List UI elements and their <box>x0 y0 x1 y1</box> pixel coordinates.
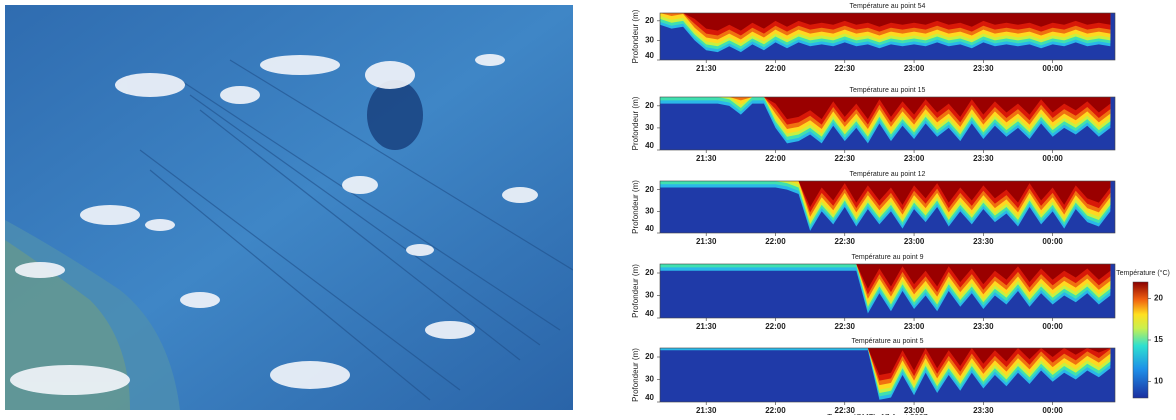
x-tick-label: 22:00 <box>765 237 786 246</box>
panel-title: Température au point 5 <box>852 338 924 345</box>
x-tick-label: 22:30 <box>835 322 856 331</box>
y-tick-label: 20 <box>645 185 654 194</box>
x-tick-label: 21:30 <box>696 237 717 246</box>
x-tick-label: 23:00 <box>904 406 925 415</box>
y-axis-label: Profondeur (m) <box>631 96 640 150</box>
x-tick-label: 23:00 <box>904 64 925 73</box>
x-tick-label: 22:30 <box>835 237 856 246</box>
panel-title: Température au point 12 <box>850 171 926 178</box>
satellite-photo <box>5 5 573 410</box>
x-tick-label: 00:00 <box>1042 322 1063 331</box>
x-tick-label: 21:30 <box>696 406 717 415</box>
colorbar <box>1132 281 1149 399</box>
plot-frame <box>659 263 1116 319</box>
temperature-band <box>660 13 1111 31</box>
y-tick-label: 20 <box>645 101 654 110</box>
y-axis-label: Profondeur (m) <box>631 264 640 318</box>
y-tick-label: 30 <box>645 375 654 384</box>
y-tick-label: 30 <box>645 291 654 300</box>
x-tick-label: 23:30 <box>973 406 994 415</box>
x-tick-label: 00:00 <box>1042 406 1063 415</box>
x-tick-label: 22:30 <box>835 406 856 415</box>
x-tick-label: 23:30 <box>973 237 994 246</box>
x-tick-label: 22:00 <box>765 406 786 415</box>
panel-title: Température au point 15 <box>850 87 926 94</box>
y-axis-label: Profondeur (m) <box>631 180 640 234</box>
panel-title: Température au point 9 <box>852 254 924 261</box>
x-tick-label: 21:30 <box>696 154 717 163</box>
x-tick-label: 21:30 <box>696 64 717 73</box>
x-tick-label: 22:00 <box>765 64 786 73</box>
x-tick-label: 00:00 <box>1042 237 1063 246</box>
y-tick-label: 30 <box>645 36 654 45</box>
plot-frame <box>659 96 1116 151</box>
colorbar-tick-label: 15 <box>1154 335 1163 344</box>
heatmap <box>660 97 1111 144</box>
y-tick-label: 40 <box>645 393 654 402</box>
x-tick-label: 23:30 <box>973 64 994 73</box>
y-axis-label: Profondeur (m) <box>631 9 640 63</box>
x-tick-label: 23:00 <box>904 322 925 331</box>
y-tick-label: 30 <box>645 206 654 215</box>
heatmap <box>660 181 1111 231</box>
y-tick-label: 20 <box>645 16 654 25</box>
temperature-band <box>660 97 1111 120</box>
y-tick-label: 40 <box>645 141 654 150</box>
x-tick-label: 21:30 <box>696 322 717 331</box>
x-tick-label: 22:00 <box>765 154 786 163</box>
heatmap <box>660 13 1111 53</box>
plot-frame <box>659 180 1116 234</box>
x-tick-label: 23:00 <box>904 237 925 246</box>
x-tick-label: 23:30 <box>973 322 994 331</box>
plot-frame <box>659 347 1116 403</box>
colorbar-title: Température (°C) <box>1116 269 1170 277</box>
x-tick-label: 23:00 <box>904 154 925 163</box>
colorbar-tick-label: 20 <box>1154 294 1163 303</box>
heatmap <box>660 264 1111 314</box>
x-tick-label: 00:00 <box>1042 64 1063 73</box>
x-tick-label: 00:00 <box>1042 154 1063 163</box>
y-tick-label: 20 <box>645 352 654 361</box>
panel-title: Température au point 54 <box>850 3 926 10</box>
x-tick-label: 22:30 <box>835 154 856 163</box>
x-tick-label: 22:30 <box>835 64 856 73</box>
temperature-band <box>660 264 1111 289</box>
y-tick-label: 40 <box>645 309 654 318</box>
colorbar-tick-label: 10 <box>1154 377 1163 386</box>
y-tick-label: 40 <box>645 224 654 233</box>
plot-frame <box>659 12 1116 61</box>
x-tick-label: 23:30 <box>973 154 994 163</box>
y-tick-label: 40 <box>645 51 654 60</box>
y-tick-label: 30 <box>645 123 654 132</box>
temperature-band <box>660 181 1111 207</box>
heatmap <box>660 348 1111 400</box>
x-tick-label: 22:00 <box>765 322 786 331</box>
temperature-band <box>660 348 1111 375</box>
y-axis-label: Profondeur (m) <box>631 348 640 402</box>
y-tick-label: 20 <box>645 268 654 277</box>
